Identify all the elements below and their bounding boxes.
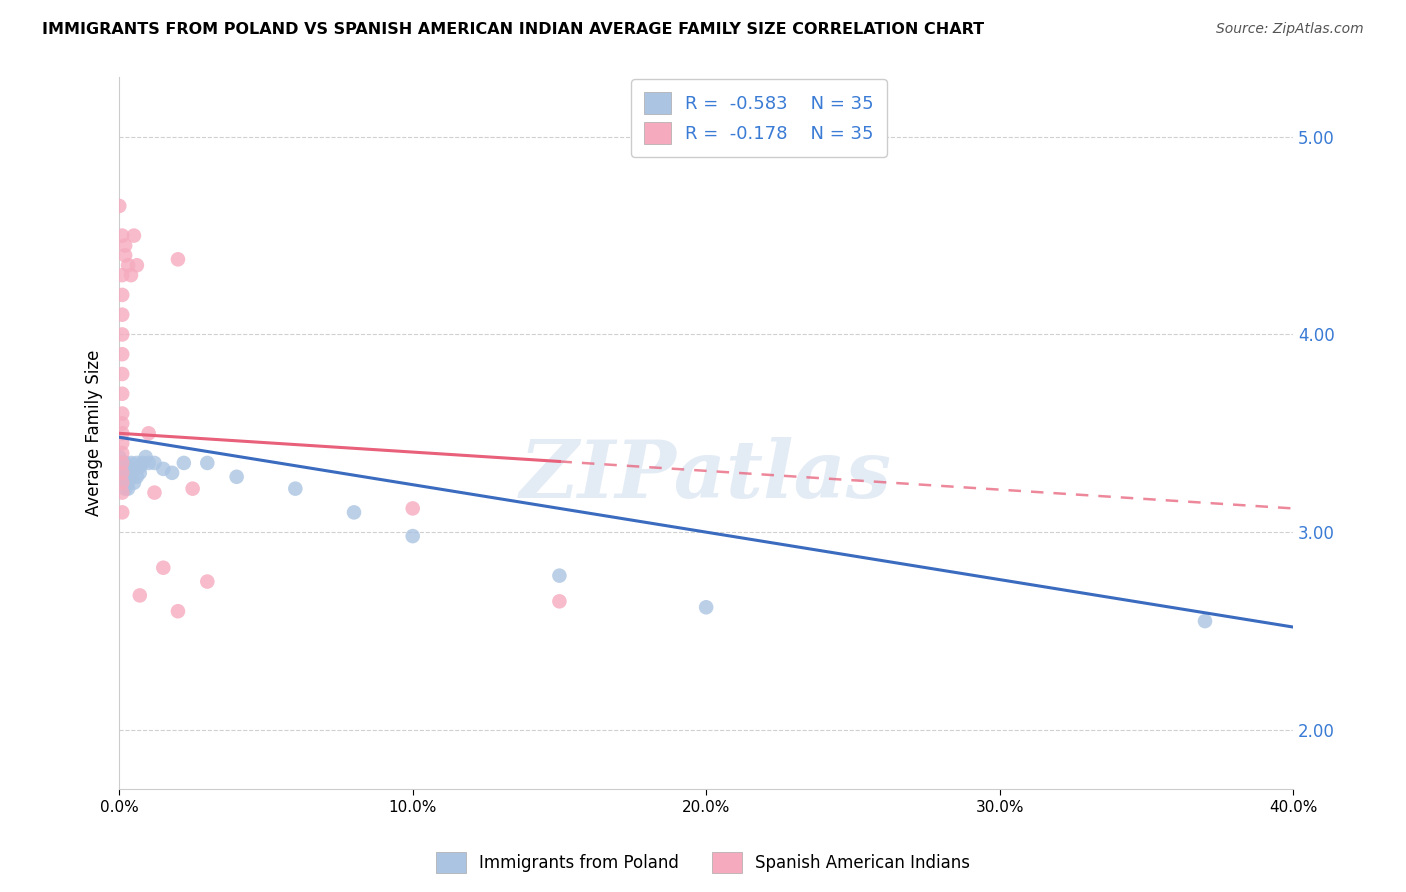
Point [111,347,134,361]
Point [111,407,134,421]
Point [111,228,134,243]
Point [120,268,142,282]
Point [152,462,174,476]
Text: IMMIGRANTS FROM POLAND VS SPANISH AMERICAN INDIAN AVERAGE FAMILY SIZE CORRELATIO: IMMIGRANTS FROM POLAND VS SPANISH AMERIC… [42,22,984,37]
Point [128,466,150,480]
Point [343,505,366,519]
Point [135,450,157,464]
Point [125,456,148,470]
Point [111,456,134,470]
Point [114,456,136,470]
Point [111,505,134,519]
Point [111,456,134,470]
Point [111,327,134,342]
Point [111,466,134,480]
Point [111,367,134,381]
Point [111,470,134,484]
Legend: R =  -0.583    N = 35, R =  -0.178    N = 35: R = -0.583 N = 35, R = -0.178 N = 35 [631,79,887,157]
Point [195,574,218,589]
Point [122,475,145,490]
Point [143,456,166,470]
Point [108,450,131,464]
Point [111,475,134,490]
Point [173,456,195,470]
Point [117,470,139,484]
Point [120,456,142,470]
Point [111,268,134,282]
Point [138,426,160,441]
Point [402,529,425,543]
Point [111,386,134,401]
Y-axis label: Average Family Size: Average Family Size [86,350,103,516]
Point [167,604,190,618]
Point [108,199,131,213]
Point [117,475,139,490]
Point [143,485,166,500]
Point [111,417,134,431]
Point [128,588,150,602]
Point [114,238,136,252]
Point [111,308,134,322]
Point [114,248,136,262]
Point [1194,614,1216,628]
Point [117,482,139,496]
Point [695,600,717,615]
Legend: Immigrants from Poland, Spanish American Indians: Immigrants from Poland, Spanish American… [429,846,977,880]
Point [114,475,136,490]
Point [167,252,190,267]
Point [125,470,148,484]
Text: Source: ZipAtlas.com: Source: ZipAtlas.com [1216,22,1364,37]
Text: ZIPatlas: ZIPatlas [520,437,893,515]
Point [160,466,183,480]
Point [181,482,204,496]
Point [138,456,160,470]
Point [225,470,247,484]
Point [111,466,134,480]
Point [284,482,307,496]
Point [152,560,174,574]
Point [128,459,150,474]
Point [120,470,142,484]
Point [111,446,134,460]
Point [111,426,134,441]
Point [114,466,136,480]
Point [125,258,148,272]
Point [117,459,139,474]
Point [114,482,136,496]
Point [111,436,134,450]
Point [111,288,134,302]
Point [122,462,145,476]
Point [122,228,145,243]
Point [132,456,155,470]
Point [111,485,134,500]
Point [548,568,571,582]
Point [402,501,425,516]
Point [117,258,139,272]
Point [195,456,218,470]
Point [548,594,571,608]
